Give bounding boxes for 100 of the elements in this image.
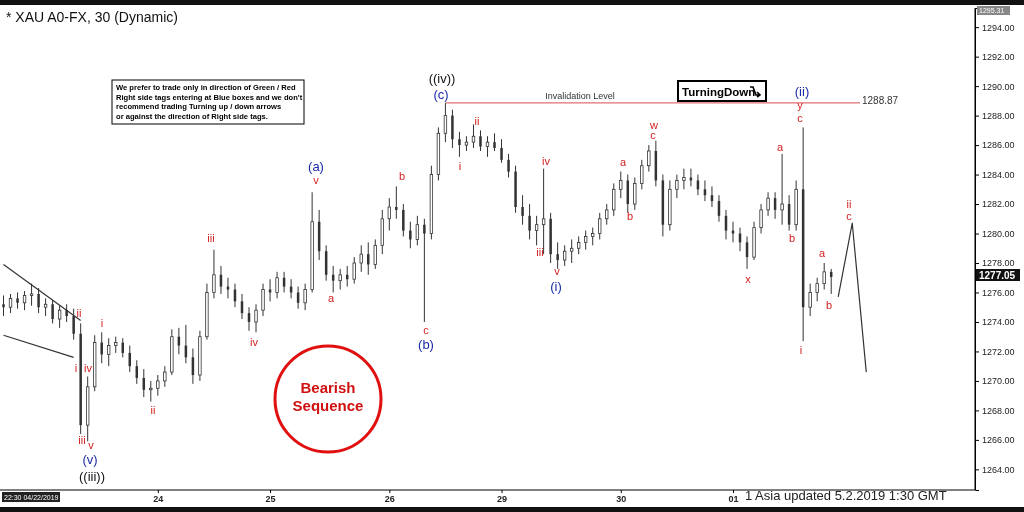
x-tick-label: 26 <box>384 494 395 505</box>
y-tick-label: 1264.00 <box>982 464 1015 475</box>
x-tick-label: 01 <box>728 494 739 505</box>
y-tick-label: 1276.00 <box>982 287 1015 298</box>
annotation: (v) <box>82 452 98 467</box>
x-tick-label: 29 <box>497 494 508 505</box>
candlestick <box>367 241 370 276</box>
annotation: b <box>398 170 406 182</box>
candlestick <box>395 185 398 220</box>
candlestick <box>808 283 812 317</box>
y-tick-label: 1272.00 <box>982 346 1015 357</box>
annotation: a <box>619 156 627 168</box>
y-tick-label: 1278.00 <box>982 258 1015 269</box>
annotation: b <box>788 232 796 244</box>
annotation: iv <box>542 155 551 167</box>
candlestick <box>275 271 279 299</box>
y-tick-label: 1292.00 <box>982 52 1015 63</box>
annotation: c <box>846 210 853 222</box>
candlestick <box>8 293 13 314</box>
candlestick <box>261 283 265 317</box>
candlestick <box>156 374 160 397</box>
annotation: (a) <box>308 159 324 174</box>
annotation: b <box>825 299 833 311</box>
annotation: a <box>776 141 784 153</box>
annotation: b <box>626 210 634 222</box>
candlestick <box>212 249 216 299</box>
candlestick <box>458 131 461 158</box>
candlestick <box>100 331 103 364</box>
candlestick <box>29 283 34 307</box>
candlestick <box>640 159 644 190</box>
annotation: i <box>799 344 803 356</box>
annotation: c <box>797 112 804 124</box>
annotation: 1288.87 <box>862 95 899 106</box>
annotation: y <box>797 99 804 111</box>
candlestick <box>338 268 342 291</box>
annotation: ((iii)) <box>79 469 105 484</box>
candlestick <box>163 365 167 388</box>
annotation: ii <box>474 115 480 127</box>
annotation: ii <box>846 198 852 210</box>
candlestick <box>409 221 412 249</box>
candlestick <box>541 168 546 255</box>
annotation: ((iv)) <box>428 71 456 86</box>
candlestick <box>507 153 510 179</box>
candlestick <box>22 290 27 311</box>
candlestick <box>563 244 567 267</box>
annotation: v <box>554 265 561 277</box>
candlestick <box>584 230 588 251</box>
annotation: a <box>327 292 335 304</box>
y-tick-label: 1294.00 <box>982 22 1015 33</box>
candlestick <box>402 203 405 237</box>
candlestick <box>479 129 482 152</box>
annotation: iv <box>84 362 93 374</box>
candlestick <box>415 215 420 246</box>
annotation: w <box>649 119 659 131</box>
annotation: (i) <box>550 279 562 294</box>
candlestick <box>598 212 602 240</box>
annotation: ii <box>150 404 156 416</box>
x-tick-label: 30 <box>616 494 627 505</box>
x-tick-label: 24 <box>153 494 164 505</box>
annotation: i <box>74 362 78 374</box>
candlestick <box>149 380 153 403</box>
candlestick <box>451 109 454 149</box>
candlestick <box>556 241 559 270</box>
candlestick <box>759 203 763 235</box>
y-tick-label: 1290.00 <box>982 81 1015 92</box>
candlestick <box>682 168 686 190</box>
candlestick <box>387 197 391 232</box>
annotation: iv <box>250 336 259 348</box>
y-tick-label: 1280.00 <box>982 228 1015 239</box>
candlestick <box>647 144 651 173</box>
annotation: v <box>313 174 320 186</box>
annotation: (c) <box>433 87 449 102</box>
text: 1277.05 <box>979 270 1016 281</box>
candlestick <box>605 203 609 226</box>
candlestick <box>303 283 307 311</box>
y-tick-label: 1288.00 <box>982 110 1015 121</box>
annotation: c <box>650 129 657 141</box>
candlestick <box>423 218 426 323</box>
candlestick <box>521 194 524 226</box>
candlestick <box>107 337 111 367</box>
annotation: (ii) <box>794 84 810 99</box>
circle-badge: Bearish Sequence <box>273 344 383 454</box>
y-tick-label: 1266.00 <box>982 435 1015 446</box>
y-tick-label: 1268.00 <box>982 405 1015 416</box>
candlestick <box>443 102 448 143</box>
annotation: TurningDown <box>682 86 756 98</box>
candlestick <box>612 182 616 217</box>
candlestick <box>619 171 623 199</box>
annotation: iii <box>78 434 86 446</box>
candlestick <box>570 238 574 264</box>
annotation: i <box>100 317 104 329</box>
annotation: Bearish Sequence <box>292 379 364 414</box>
ref-line-label: Invalidation Level <box>545 90 615 101</box>
candlestick <box>500 138 503 164</box>
candlestick <box>485 135 490 158</box>
candlestick <box>528 203 531 240</box>
chart-title: * XAU A0-FX, 30 (Dynamic) <box>6 9 178 25</box>
annotation: (b) <box>418 337 434 352</box>
x-tick-label: 25 <box>265 494 276 505</box>
annotation: iii <box>536 246 544 258</box>
